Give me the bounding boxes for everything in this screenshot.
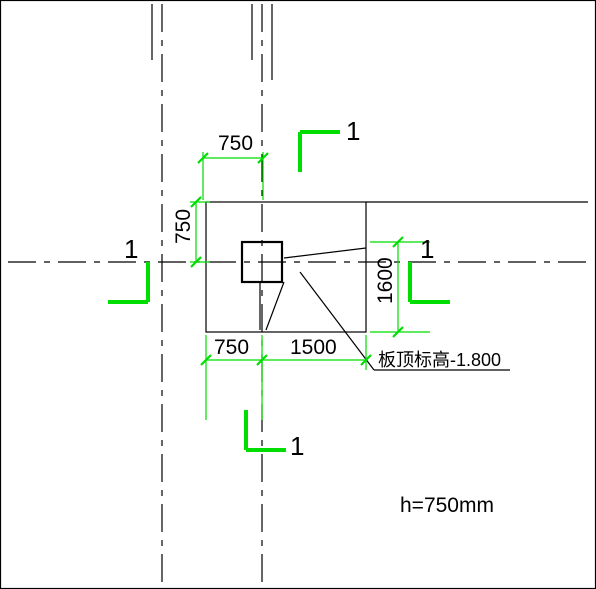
haunch-line-diag2 (284, 248, 366, 258)
drawing-border (1, 1, 596, 589)
dim-label-bot-750: 750 (214, 336, 249, 359)
section-label-bottom: 1 (290, 431, 304, 461)
section-mark-left (108, 262, 148, 302)
dim-label-right-1600: 1600 (374, 257, 397, 304)
cap-slab-outline (206, 202, 366, 332)
section-mark-bottom (246, 410, 286, 450)
section-mark-right (410, 262, 450, 302)
section-label-top: 1 (346, 116, 360, 146)
dim-label-bot-1500: 1500 (290, 336, 337, 359)
dim-top-750 (198, 152, 268, 200)
dim-label-left-750: 750 (172, 209, 195, 244)
note-thickness: h=750mm (400, 494, 494, 517)
section-label-left: 1 (124, 234, 138, 264)
haunch-line-diag1 (266, 282, 284, 330)
dim-label-top-750: 750 (218, 132, 253, 155)
section-label-right: 1 (420, 234, 434, 264)
section-mark-top (300, 132, 340, 172)
note-elevation: 板顶标高-1.800 (378, 350, 501, 370)
